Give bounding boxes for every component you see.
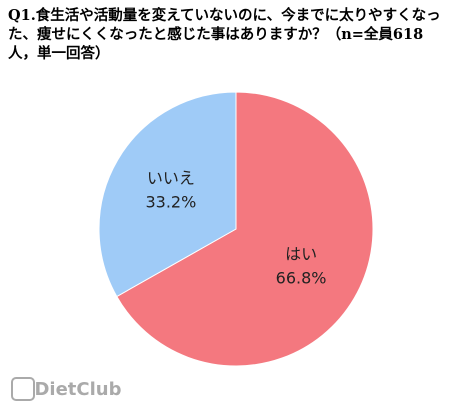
pie-slice <box>116 91 374 367</box>
slice-label: いいえ <box>147 169 195 188</box>
slice-label: はい <box>285 244 317 263</box>
watermark-icon <box>11 377 35 401</box>
pie-slice <box>98 91 237 298</box>
slice-value-label: 66.8% <box>276 268 327 287</box>
watermark-text: DietClub <box>34 379 121 400</box>
chart-title: Q1.食生活や活動量を変えていないのに、今までに太りやすくなった、痩せにくくなっ… <box>8 7 441 62</box>
watermark: DietClub <box>11 377 122 401</box>
slice-value-label: 33.2% <box>145 193 196 212</box>
